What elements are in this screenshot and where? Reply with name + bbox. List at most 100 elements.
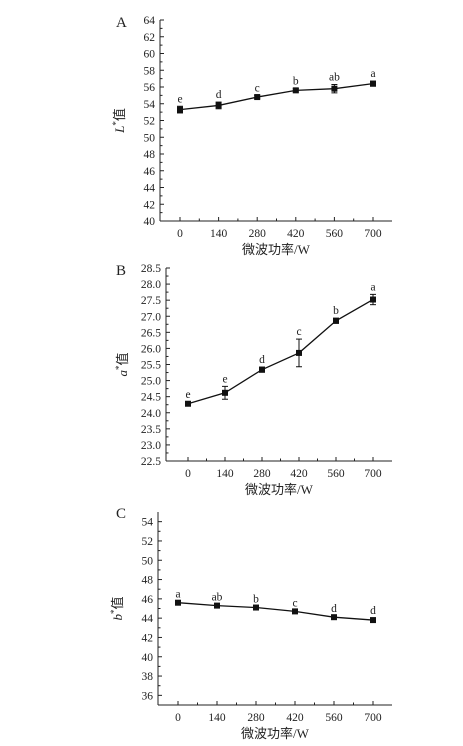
y-tick-label: 40 — [142, 652, 154, 664]
y-tick-label: 23.5 — [141, 424, 161, 436]
y-tick-label: 24.0 — [141, 408, 161, 420]
x-tick-label: 280 — [253, 468, 271, 480]
data-point — [254, 94, 261, 101]
significance-label: e — [185, 389, 190, 401]
data-point — [292, 87, 299, 94]
x-axis-title: 微波功率/W — [245, 482, 314, 497]
y-tick-label: 23.0 — [141, 440, 161, 452]
y-tick-label: 48 — [142, 575, 154, 587]
series-line — [179, 83, 374, 111]
y-tick-label: 52 — [144, 116, 156, 128]
y-tick-label: 52 — [142, 536, 154, 548]
y-axis-title-letter: L — [112, 126, 127, 134]
y-tick-label: 40 — [144, 216, 156, 228]
significance-label: d — [331, 603, 337, 615]
y-tick-label: 54 — [144, 99, 156, 111]
y-tick-label: 28.0 — [141, 279, 161, 291]
significance-label: d — [259, 354, 265, 366]
x-tick-label: 0 — [175, 712, 181, 724]
x-tick-label: 0 — [177, 228, 183, 240]
x-tick-label: 140 — [216, 468, 234, 480]
chart-panel-b: B 22.5 23.0 23.5 24.0 24.5 25.0 25.5 26.0 26.5 27.… — [114, 263, 392, 497]
y-tick-label: 46 — [142, 594, 154, 606]
y-tick-label: 22.5 — [141, 456, 161, 468]
data-point — [331, 85, 338, 92]
y-axis-title-suffix: 值 — [112, 108, 127, 121]
y-tick-label: 56 — [144, 82, 156, 94]
x-tick-label: 560 — [327, 468, 345, 480]
y-tick-label: 62 — [144, 32, 156, 44]
series-line — [177, 602, 374, 621]
data-point — [214, 602, 220, 609]
significance-label: a — [175, 589, 180, 601]
data-point — [222, 389, 228, 396]
y-tick-label: 60 — [144, 49, 156, 61]
series-line — [187, 298, 374, 405]
data-point — [177, 106, 183, 113]
y-tick-label: 50 — [142, 555, 154, 567]
significance-label: ab — [212, 592, 223, 604]
y-axis-title-letter: a — [115, 370, 130, 377]
panel-letter: A — [116, 15, 127, 31]
y-tick-label: 25.5 — [141, 360, 161, 372]
data-point — [370, 296, 376, 303]
significance-label: e — [222, 373, 227, 385]
x-tick-label: 420 — [286, 712, 304, 724]
x-axis-title: 微波功率/W — [241, 726, 310, 741]
y-axis-title-sup: * — [111, 121, 121, 126]
y-tick-label: 24.5 — [141, 392, 161, 404]
x-tick-label: 700 — [364, 712, 382, 724]
significance-label: b — [293, 76, 299, 88]
significance-label: c — [292, 597, 297, 609]
significance-label: c — [255, 82, 260, 94]
y-tick-label: 54 — [142, 517, 154, 529]
chart-panel-c: C 36 38 40 42 44 46 48 50 52 54 0 140 280 420 560 700 微波功… — [109, 506, 392, 741]
x-tick-label: 140 — [208, 712, 226, 724]
y-tick-label: 48 — [144, 149, 156, 161]
y-tick-label: 28.5 — [141, 263, 161, 275]
chart-panel-a: A 40 42 44 46 48 50 52 54 56 58 60 62 64 0 140 280 420 560… — [111, 15, 392, 257]
y-tick-label: 58 — [144, 65, 156, 77]
significance-label: b — [253, 594, 259, 606]
significance-label: e — [177, 93, 182, 105]
significance-label: b — [333, 305, 339, 317]
y-axis-title: a*值 — [114, 352, 130, 376]
data-point — [292, 608, 298, 615]
x-axis-title: 微波功率/W — [242, 242, 311, 257]
y-axis-title-suffix: 值 — [110, 596, 125, 609]
x-tick-label: 560 — [325, 712, 343, 724]
y-axis-title-letter: b — [110, 614, 125, 621]
x-tick-label: 420 — [290, 468, 308, 480]
panel-letter: B — [116, 263, 126, 279]
x-tick-label: 420 — [287, 228, 305, 240]
y-tick-label: 27.0 — [141, 311, 161, 323]
x-tick-label: 560 — [326, 228, 344, 240]
y-tick-label: 42 — [144, 199, 156, 211]
data-point — [175, 599, 181, 606]
y-tick-label: 46 — [144, 166, 156, 178]
y-tick-label: 36 — [142, 690, 154, 702]
data-point — [333, 317, 339, 324]
x-tick-label: 280 — [249, 228, 267, 240]
y-tick-label: 50 — [144, 132, 156, 144]
y-tick-label: 26.5 — [141, 327, 161, 339]
data-point — [185, 400, 191, 407]
y-tick-label: 64 — [144, 15, 156, 27]
y-tick-label: 25.0 — [141, 376, 161, 388]
y-axis-title: b*值 — [109, 596, 125, 620]
significance-label: a — [370, 281, 375, 293]
x-tick-label: 140 — [210, 228, 228, 240]
x-tick-label: 280 — [247, 712, 265, 724]
data-point — [215, 102, 222, 109]
data-point — [253, 604, 259, 611]
significance-label: d — [370, 605, 376, 617]
x-tick-label: 0 — [185, 468, 191, 480]
y-tick-label: 38 — [142, 671, 154, 683]
y-axis-title-sup: * — [109, 609, 119, 614]
data-point — [331, 614, 337, 621]
x-tick-label: 700 — [364, 468, 382, 480]
data-point — [370, 80, 376, 87]
significance-label: ab — [329, 71, 340, 83]
y-tick-label: 44 — [142, 613, 154, 625]
